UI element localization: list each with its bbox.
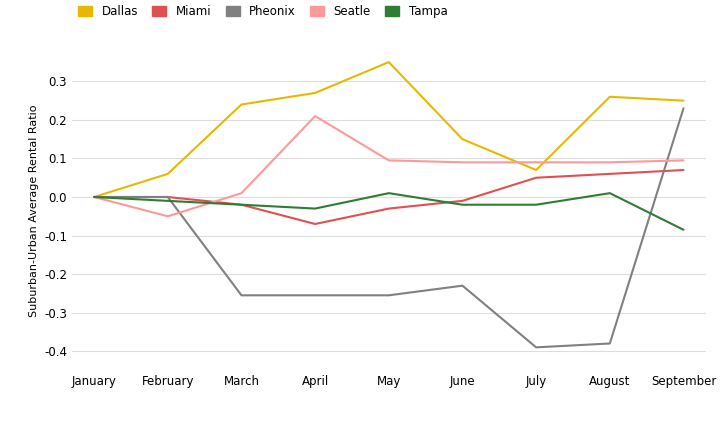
Pheonix [90, 195, 99, 200]
Miami [532, 175, 541, 180]
Y-axis label: Suburban-Urban Average Rental Ratio: Suburban-Urban Average Rental Ratio [29, 104, 39, 317]
Line: Pheonix: Pheonix [94, 108, 683, 347]
Line: Dallas: Dallas [94, 62, 683, 197]
Miami [163, 195, 172, 200]
Tampa [679, 227, 688, 232]
Dallas [90, 195, 99, 200]
Dallas [163, 171, 172, 176]
Tampa [606, 191, 614, 196]
Seatle [237, 191, 246, 196]
Miami [679, 168, 688, 173]
Tampa [311, 206, 320, 211]
Miami [384, 206, 393, 211]
Seatle [311, 114, 320, 119]
Pheonix [606, 341, 614, 346]
Seatle [679, 158, 688, 163]
Dallas [606, 94, 614, 99]
Dallas [532, 168, 541, 173]
Pheonix [384, 293, 393, 298]
Pheonix [532, 345, 541, 350]
Tampa [532, 202, 541, 207]
Pheonix [237, 293, 246, 298]
Seatle [90, 195, 99, 200]
Line: Tampa: Tampa [94, 193, 683, 230]
Dallas [237, 102, 246, 107]
Dallas [311, 91, 320, 96]
Tampa [90, 195, 99, 200]
Tampa [384, 191, 393, 196]
Tampa [237, 202, 246, 207]
Miami [606, 171, 614, 176]
Pheonix [679, 106, 688, 111]
Miami [90, 195, 99, 200]
Tampa [163, 198, 172, 203]
Miami [458, 198, 467, 203]
Pheonix [163, 195, 172, 200]
Dallas [679, 98, 688, 103]
Seatle [163, 214, 172, 219]
Tampa [458, 202, 467, 207]
Miami [311, 221, 320, 226]
Pheonix [311, 293, 320, 298]
Line: Seatle: Seatle [94, 116, 683, 216]
Seatle [384, 158, 393, 163]
Legend: Dallas, Miami, Pheonix, Seatle, Tampa: Dallas, Miami, Pheonix, Seatle, Tampa [78, 5, 448, 18]
Seatle [606, 160, 614, 165]
Seatle [532, 160, 541, 165]
Dallas [384, 59, 393, 64]
Line: Miami: Miami [94, 170, 683, 224]
Dallas [458, 137, 467, 142]
Seatle [458, 160, 467, 165]
Miami [237, 202, 246, 207]
Pheonix [458, 283, 467, 288]
